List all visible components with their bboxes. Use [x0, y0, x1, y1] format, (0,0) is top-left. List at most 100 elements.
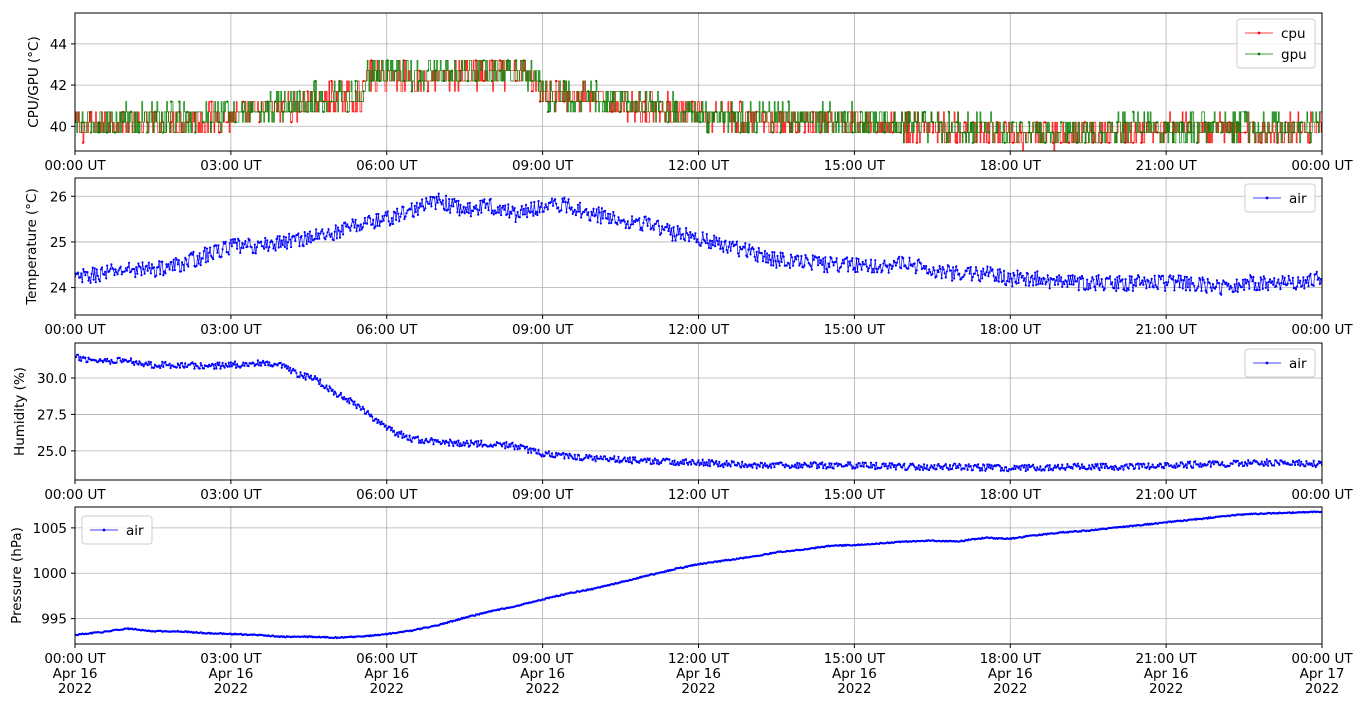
- data-point: [714, 461, 717, 464]
- data-point: [280, 239, 283, 242]
- series-group: [75, 510, 1322, 640]
- data-point: [679, 460, 682, 463]
- x-tick-label: 03:00 UT: [200, 487, 262, 503]
- data-point: [514, 220, 517, 223]
- data-point: [233, 360, 237, 363]
- data-point: [578, 201, 582, 204]
- data-point: [290, 245, 293, 249]
- data-point: [392, 429, 396, 432]
- data-point: [1314, 465, 1317, 469]
- data-point: [1027, 463, 1031, 466]
- data-point: [1312, 459, 1315, 462]
- data-point: [422, 205, 425, 208]
- data-point: [782, 255, 785, 258]
- data-point: [518, 216, 521, 219]
- data-point: [279, 361, 282, 364]
- data-point: [618, 219, 621, 222]
- data-point: [1033, 277, 1036, 280]
- data-point: [389, 222, 392, 225]
- data-point: [362, 90, 365, 93]
- x-tick-label-line: Apr 16: [364, 666, 409, 682]
- data-point: [307, 240, 310, 243]
- data-point: [1127, 288, 1130, 291]
- data-point: [527, 451, 530, 454]
- data-point: [390, 426, 393, 429]
- data-point: [81, 121, 85, 124]
- data-point: [763, 110, 766, 113]
- data-point: [513, 207, 516, 210]
- data-point: [718, 460, 721, 464]
- data-point: [348, 226, 351, 229]
- data-point: [696, 461, 699, 464]
- data-point: [726, 464, 729, 467]
- x-tick-label-line: 06:00 UT: [356, 158, 418, 174]
- data-point: [962, 275, 965, 278]
- data-point: [114, 131, 117, 134]
- data-point: [566, 201, 569, 204]
- data-point: [250, 246, 253, 249]
- data-point: [931, 272, 934, 276]
- data-point: [459, 442, 462, 445]
- data-point: [419, 441, 423, 444]
- data-point: [123, 270, 126, 273]
- data-point: [322, 385, 325, 388]
- data-point: [695, 463, 698, 466]
- x-tick-label: 06:00 UT Apr 16 2022: [356, 651, 418, 697]
- data-point: [554, 79, 558, 83]
- data-point: [965, 270, 968, 273]
- data-point: [728, 463, 731, 466]
- data-point: [774, 259, 777, 263]
- data-point: [1173, 464, 1176, 467]
- data-point: [1095, 465, 1098, 468]
- data-point: [290, 372, 293, 375]
- data-point: [235, 366, 238, 369]
- data-point: [1166, 284, 1169, 287]
- data-point: [1314, 273, 1317, 276]
- data-point: [726, 251, 729, 254]
- data-point: [1148, 286, 1151, 289]
- data-point: [992, 274, 995, 277]
- data-point: [1210, 289, 1213, 292]
- data-point: [463, 444, 466, 447]
- data-point: [325, 384, 328, 387]
- data-point: [627, 461, 631, 464]
- data-point: [475, 204, 478, 207]
- data-point: [1080, 463, 1084, 466]
- data-point: [525, 216, 529, 219]
- data-point: [456, 444, 459, 447]
- data-point: [747, 131, 750, 134]
- data-point: [824, 256, 827, 259]
- data-point: [870, 271, 874, 274]
- data-point: [1178, 464, 1181, 467]
- data-point: [163, 270, 166, 273]
- x-tick-label-line: 12:00 UT: [668, 322, 730, 338]
- data-point: [955, 141, 958, 144]
- data-point: [202, 121, 205, 124]
- data-point: [276, 235, 279, 238]
- data-point: [1226, 284, 1229, 287]
- data-point: [551, 204, 555, 207]
- data-point: [371, 223, 374, 226]
- data-point: [308, 377, 311, 380]
- data-point: [1099, 282, 1102, 285]
- data-point: [1184, 463, 1187, 466]
- data-point: [611, 218, 614, 221]
- data-point: [1109, 465, 1113, 468]
- data-point: [498, 69, 501, 72]
- data-point: [477, 440, 480, 443]
- data-point: [317, 379, 320, 382]
- data-point: [849, 461, 852, 464]
- data-point: [1172, 275, 1175, 278]
- data-point: [360, 408, 363, 411]
- data-point: [1072, 283, 1075, 286]
- data-point: [634, 456, 637, 459]
- data-point: [739, 100, 742, 103]
- data-point: [78, 359, 81, 362]
- data-point: [1290, 463, 1293, 466]
- x-tick-label: 00:00 UT: [44, 487, 106, 503]
- data-point: [81, 141, 85, 144]
- data-point: [994, 276, 997, 279]
- data-point: [521, 213, 525, 216]
- data-point: [659, 100, 662, 103]
